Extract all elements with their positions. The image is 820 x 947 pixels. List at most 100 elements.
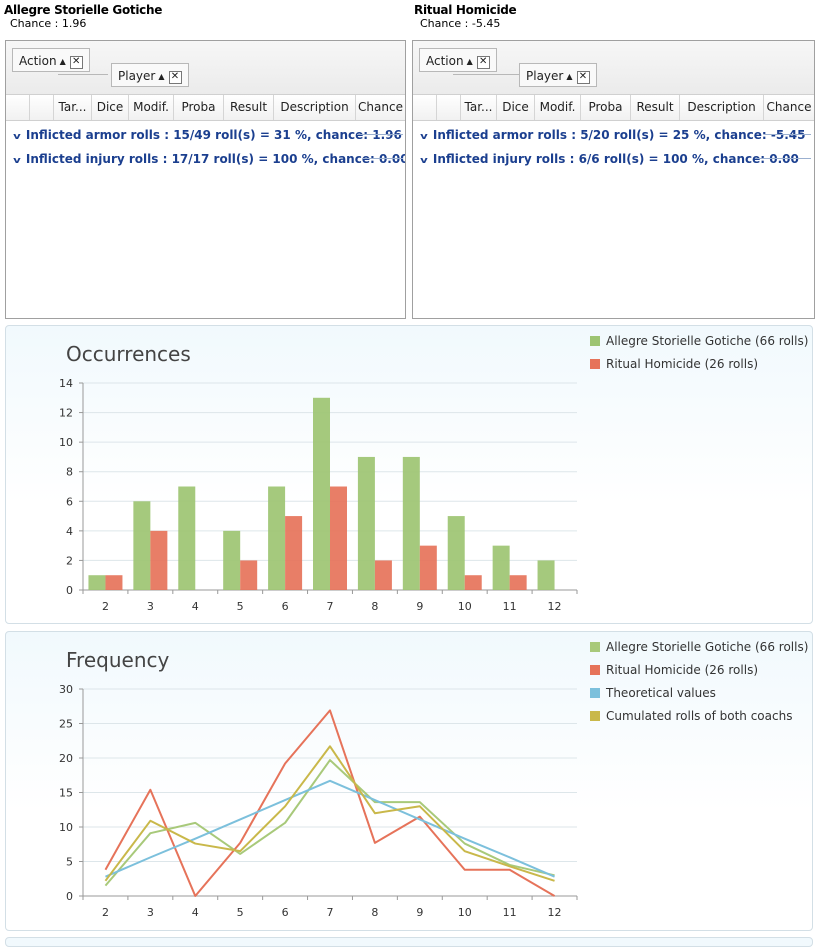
legend-swatch bbox=[590, 359, 600, 369]
group-chip-player[interactable]: Player ▲ ✕ bbox=[519, 63, 597, 87]
column-header-result[interactable]: Result bbox=[631, 95, 680, 120]
column-header-target[interactable]: Tar... bbox=[461, 95, 497, 120]
column-header-expander[interactable] bbox=[413, 95, 437, 120]
column-header-expander[interactable] bbox=[6, 95, 30, 120]
next-chart-panel bbox=[5, 937, 813, 947]
column-header-result[interactable]: Result bbox=[224, 95, 274, 120]
y-tick-label: 8 bbox=[66, 466, 73, 479]
chart-legend: Allegre Storielle Gotiche (66 rolls) Rit… bbox=[590, 640, 808, 732]
team-name: Ritual Homicide bbox=[414, 3, 517, 17]
chevron-down-icon[interactable]: v bbox=[13, 156, 21, 166]
column-header-proba[interactable]: Proba bbox=[581, 95, 631, 120]
column-header-dice[interactable]: Dice bbox=[497, 95, 535, 120]
close-icon[interactable]: ✕ bbox=[576, 71, 590, 84]
series-line bbox=[104, 709, 556, 897]
x-tick-label: 3 bbox=[147, 906, 154, 919]
x-tick-label: 10 bbox=[458, 906, 472, 919]
y-tick-label: 6 bbox=[66, 495, 73, 508]
sort-up-icon[interactable]: ▲ bbox=[466, 57, 473, 66]
column-header-dice[interactable]: Dice bbox=[92, 95, 129, 120]
chart-title: Frequency bbox=[66, 648, 170, 672]
bar bbox=[509, 575, 527, 590]
sort-up-icon[interactable]: ▲ bbox=[158, 72, 165, 81]
frequency-chart: 0 5 10 15 20 25 30 2 3 4 5 6 7 8 9 10 11 12 bbox=[59, 683, 578, 919]
column-header-target[interactable]: Tar... bbox=[54, 95, 92, 120]
column-header-indent[interactable] bbox=[437, 95, 461, 120]
sort-up-icon[interactable]: ▲ bbox=[566, 72, 573, 81]
group-row-armor[interactable]: v Inflicted armor rolls : 5/20 roll(s) = … bbox=[420, 127, 806, 143]
chip-connector bbox=[58, 74, 108, 75]
series-line bbox=[105, 779, 555, 878]
y-tick-label: 4 bbox=[66, 525, 73, 538]
legend-item: Allegre Storielle Gotiche (66 rolls) bbox=[590, 640, 808, 663]
column-header-proba[interactable]: Proba bbox=[174, 95, 224, 120]
bar bbox=[268, 486, 286, 590]
group-row-label: Inflicted armor rolls : 5/20 roll(s) = 2… bbox=[432, 128, 806, 142]
sort-up-icon[interactable]: ▲ bbox=[59, 57, 66, 66]
bar bbox=[357, 456, 375, 590]
close-icon[interactable]: ✕ bbox=[476, 56, 490, 69]
y-tick-label: 10 bbox=[59, 436, 73, 449]
group-row-divider bbox=[357, 134, 403, 135]
chip-connector bbox=[453, 74, 519, 75]
y-tick-label: 10 bbox=[59, 821, 73, 834]
chart-legend: Allegre Storielle Gotiche (66 rolls) Rit… bbox=[590, 334, 808, 380]
bar bbox=[330, 486, 347, 590]
column-header-chance[interactable]: Chance bbox=[766, 100, 812, 114]
x-tick-label: 4 bbox=[192, 906, 199, 919]
column-header-indent[interactable] bbox=[30, 95, 54, 120]
x-tick-label: 7 bbox=[327, 906, 334, 919]
group-row-injury[interactable]: v Inflicted injury rolls : 17/17 roll(s) … bbox=[13, 151, 405, 167]
x-tick-label: 2 bbox=[102, 906, 109, 919]
x-tick-label: 7 bbox=[327, 600, 334, 613]
occurrences-chart-panel: Occurrences Allegre Storielle Gotiche (6… bbox=[5, 325, 813, 624]
x-tick-label: 8 bbox=[371, 906, 378, 919]
y-tick-label: 12 bbox=[59, 407, 73, 420]
column-header-description[interactable]: Description bbox=[680, 95, 764, 120]
x-tick-label: 11 bbox=[503, 600, 517, 613]
x-tick-label: 12 bbox=[548, 600, 562, 613]
legend-label: Theoretical values bbox=[606, 686, 716, 700]
bar bbox=[402, 456, 420, 590]
column-header-description[interactable]: Description bbox=[274, 95, 356, 120]
bar bbox=[374, 560, 392, 590]
x-tick-label: 9 bbox=[416, 600, 423, 613]
bar bbox=[240, 560, 258, 590]
legend-swatch bbox=[590, 665, 600, 675]
team-chance: Chance : -5.45 bbox=[420, 17, 501, 30]
team-chance: Chance : 1.96 bbox=[10, 17, 87, 30]
chip-label: Action bbox=[19, 54, 57, 68]
bar bbox=[105, 575, 123, 590]
group-row-armor[interactable]: v Inflicted armor rolls : 15/49 roll(s) =… bbox=[13, 127, 402, 143]
legend-label: Allegre Storielle Gotiche (66 rolls) bbox=[606, 334, 809, 348]
legend-label: Ritual Homicide (26 rolls) bbox=[606, 663, 758, 677]
x-tick-label: 2 bbox=[102, 600, 109, 613]
close-icon[interactable]: ✕ bbox=[69, 56, 83, 69]
group-chip-action[interactable]: Action ▲ ✕ bbox=[12, 48, 90, 72]
legend-label: Allegre Storielle Gotiche (66 rolls) bbox=[606, 640, 809, 654]
chevron-down-icon[interactable]: v bbox=[420, 132, 428, 142]
legend-label: Ritual Homicide (26 rolls) bbox=[606, 357, 758, 371]
x-tick-label: 6 bbox=[282, 906, 289, 919]
chevron-down-icon[interactable]: v bbox=[13, 132, 21, 142]
team-header-away: Ritual Homicide Chance : -5.45 bbox=[414, 3, 517, 30]
x-tick-label: 8 bbox=[371, 600, 378, 613]
bar bbox=[447, 516, 465, 590]
group-row-injury[interactable]: v Inflicted injury rolls : 6/6 roll(s) = … bbox=[420, 151, 799, 167]
column-header-row: Tar... Dice Modif. Proba Result Descript… bbox=[413, 95, 814, 121]
column-header-chance[interactable]: Chance bbox=[358, 100, 403, 114]
y-tick-label: 14 bbox=[59, 377, 73, 390]
column-header-modifier[interactable]: Modif. bbox=[129, 95, 174, 120]
group-by-area: Action ▲ ✕ Player ▲ ✕ bbox=[413, 41, 814, 95]
legend-item: Ritual Homicide (26 rolls) bbox=[590, 663, 808, 686]
group-row-divider bbox=[765, 134, 811, 135]
column-header-modifier[interactable]: Modif. bbox=[535, 95, 581, 120]
chevron-down-icon[interactable]: v bbox=[420, 156, 428, 166]
x-tick-label: 4 bbox=[192, 600, 199, 613]
legend-label: Cumulated rolls of both coachs bbox=[606, 709, 793, 723]
close-icon[interactable]: ✕ bbox=[168, 71, 182, 84]
rolls-grid-home: Action ▲ ✕ Player ▲ ✕ Tar... Dice Modif. Pro… bbox=[5, 40, 406, 319]
group-chip-player[interactable]: Player ▲ ✕ bbox=[111, 63, 189, 87]
group-chip-action[interactable]: Action ▲ ✕ bbox=[419, 48, 497, 72]
x-tick-label: 5 bbox=[237, 906, 244, 919]
